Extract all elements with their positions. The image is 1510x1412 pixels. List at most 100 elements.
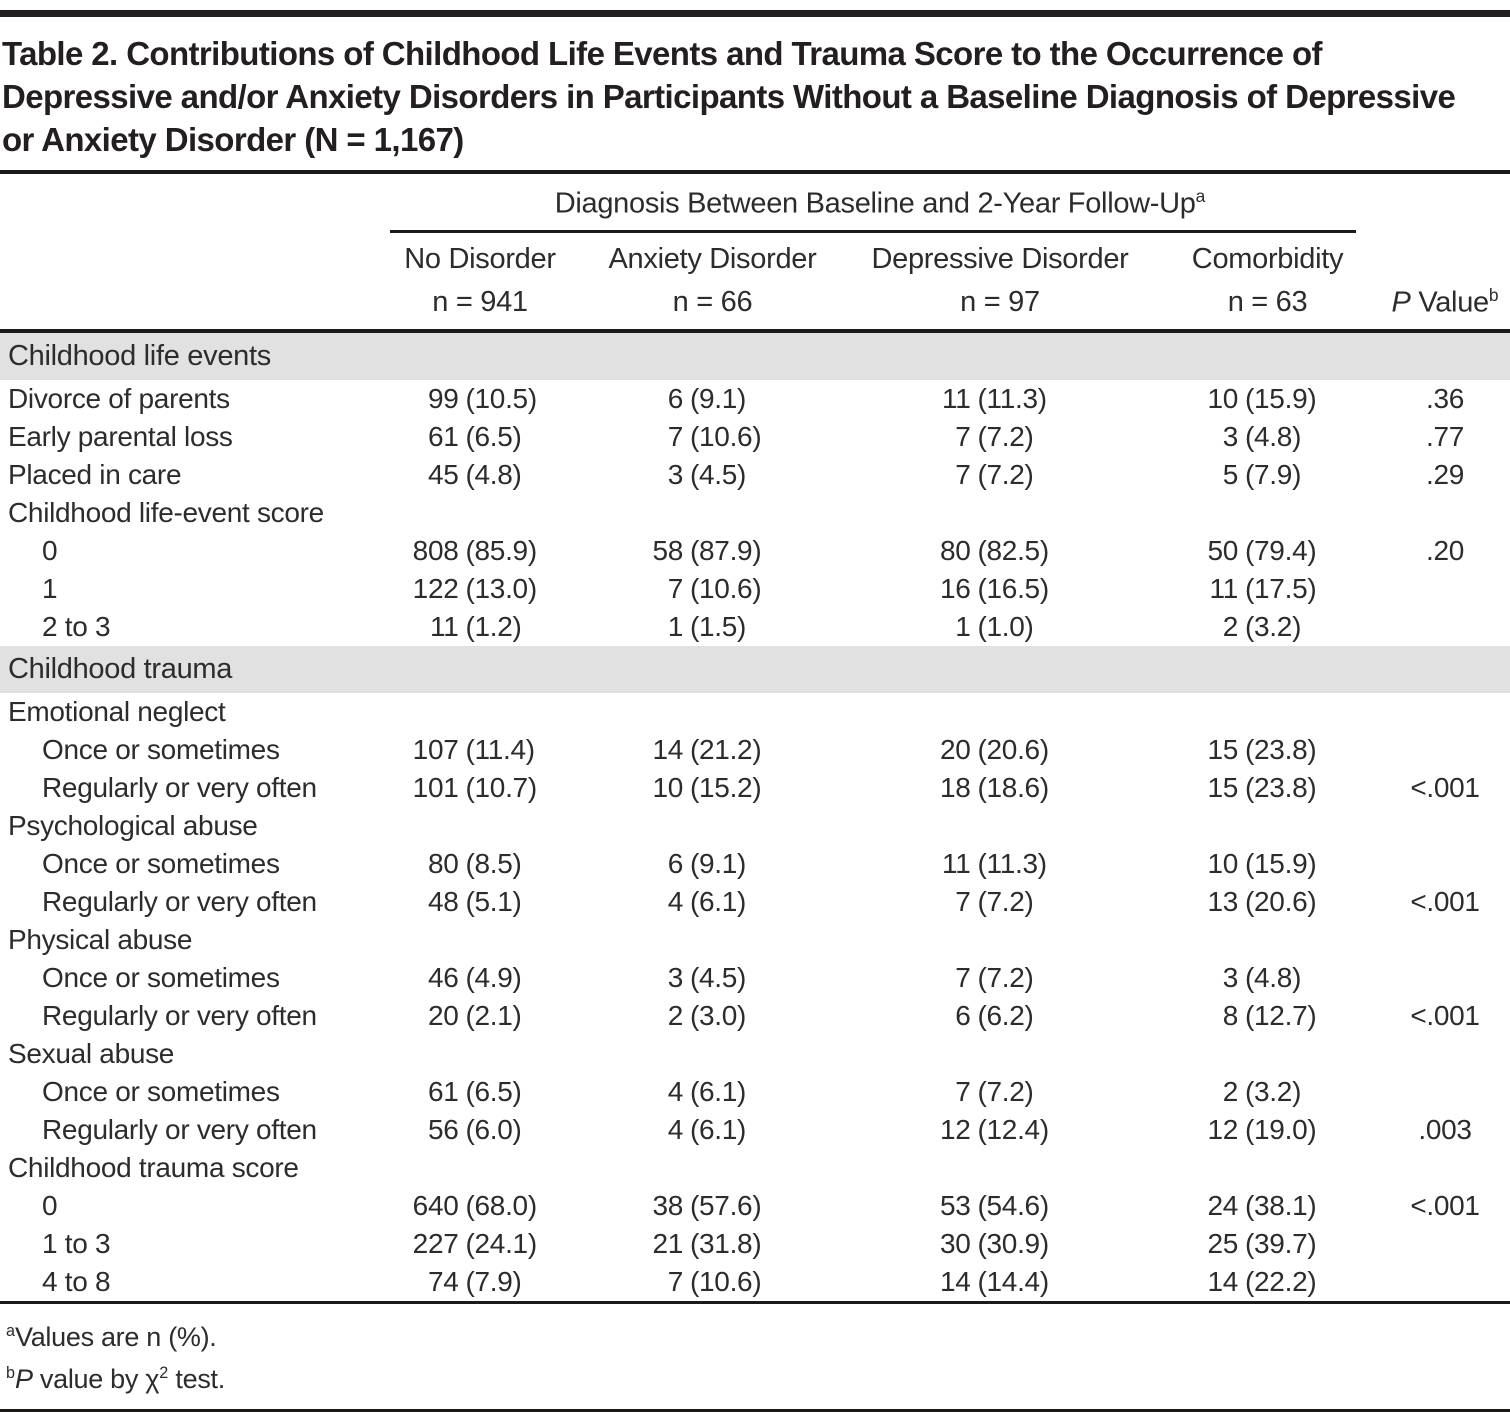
section-header: Childhood life events <box>0 331 1510 381</box>
value-cell: 7 (7.2) <box>845 883 1155 921</box>
count-value: 3 <box>667 459 684 491</box>
count-value: 2 <box>667 1000 684 1032</box>
table-row: 1 122 (13.0) 7 (10.6) 16 (16.5) 11 (17.5) <box>0 570 1510 608</box>
percent-value: (4.8) <box>465 459 522 491</box>
count-value: 14 <box>939 1266 971 1298</box>
footnote-text: P <box>15 1364 33 1395</box>
row-label: 0 <box>42 535 58 567</box>
percent-value: (6.2) <box>977 1000 1034 1032</box>
footnotes-block: aValues are n (%). bP value by χ2 test. <box>0 1301 1510 1409</box>
percent-value: (22.2) <box>1245 1266 1317 1298</box>
count-value: 7 <box>667 421 684 453</box>
row-label: Emotional neglect <box>8 696 226 728</box>
value-cell <box>580 921 845 959</box>
row-label: Early parental loss <box>8 421 233 453</box>
row-label: 1 to 3 <box>42 1228 111 1260</box>
row-label: 0 <box>42 1190 58 1222</box>
value-cell: 14 (21.2) <box>580 731 845 769</box>
percent-value: (4.9) <box>465 962 522 994</box>
percent-value: (68.0) <box>465 1190 538 1222</box>
percent-value: (4.8) <box>1245 421 1302 453</box>
row-label: 2 to 3 <box>42 611 111 643</box>
value-cell: 53 (54.6) <box>845 1187 1155 1225</box>
table-row: Once or sometimes 107 (11.4) 14 (21.2) 20 (20.… <box>0 731 1510 769</box>
column-header-depressive-disorder: Depressive Disorder <box>871 242 1129 275</box>
percent-value: (11.4) <box>465 734 536 766</box>
percent-value: (20.6) <box>977 734 1050 766</box>
percent-value: (14.4) <box>977 1266 1050 1298</box>
count-value: 7 <box>667 573 684 605</box>
value-cell <box>580 1035 845 1073</box>
value-cell: 25 (39.7) <box>1155 1225 1380 1263</box>
section-header-row: Childhood life events <box>0 331 1510 381</box>
value-cell <box>580 494 845 532</box>
count-value: 2 <box>1222 1076 1239 1108</box>
count-value: 38 <box>652 1190 683 1222</box>
value-cell <box>1155 1035 1380 1073</box>
table-row: Early parental loss 61 (6.5) 7 (10.6) 7 (7.2) 3… <box>0 418 1510 456</box>
count-value: 2 <box>1222 611 1239 643</box>
value-cell: 45 (4.8) <box>380 456 580 494</box>
column-header-comorbidity: Comorbidity <box>1191 242 1344 275</box>
value-cell: 21 (31.8) <box>580 1225 845 1263</box>
value-cell: 13 (20.6) <box>1155 883 1380 921</box>
footnote-marker: b <box>6 1364 16 1383</box>
value-cell: 7 (10.6) <box>580 570 845 608</box>
percent-value: (16.5) <box>977 573 1050 605</box>
percent-value: (15.9) <box>1245 383 1317 415</box>
p-value-cell <box>1380 1149 1510 1187</box>
value-cell <box>845 494 1155 532</box>
count-value: 16 <box>939 573 971 605</box>
count-value: 8 <box>1222 1000 1239 1032</box>
percent-value: (3.2) <box>1245 1076 1302 1108</box>
footnote-text: test. <box>168 1364 225 1395</box>
value-cell: 808 (85.9) <box>380 532 580 570</box>
value-cell <box>380 1035 580 1073</box>
count-value: 640 <box>412 1190 459 1222</box>
count-value: 20 <box>427 1000 459 1032</box>
percent-value: (19.0) <box>1245 1114 1317 1146</box>
value-cell: 1 (1.0) <box>845 608 1155 646</box>
table-row: Once or sometimes 61 (6.5) 4 (6.1) 7 (7.2) 2 (3.… <box>0 1073 1510 1111</box>
value-cell: 1 (1.5) <box>580 608 845 646</box>
spanner-label: Diagnosis Between Baseline and 2-Year Fo… <box>554 186 1206 220</box>
table-row: 4 to 8 74 (7.9) 7 (10.6) 14 (14.4) 14 (22.2) <box>0 1263 1510 1301</box>
percent-value: (12.4) <box>977 1114 1050 1146</box>
footnote-text: value by χ <box>32 1364 160 1395</box>
percent-value: (12.7) <box>1245 1000 1317 1032</box>
count-value: 4 <box>667 886 684 918</box>
value-cell: 12 (19.0) <box>1155 1111 1380 1149</box>
value-cell <box>380 1149 580 1187</box>
spanner-header: Diagnosis Between Baseline and 2-Year Fo… <box>380 174 1380 233</box>
column-n-comorbidity: n = 63 <box>1155 275 1381 334</box>
count-value: 21 <box>652 1228 683 1260</box>
count-value: 1 <box>955 611 971 643</box>
footnote-marker-a: a <box>1195 186 1206 206</box>
percent-value: (6.5) <box>465 1076 522 1108</box>
footnote: bP value by χ2 test. <box>6 1355 1510 1397</box>
table-row: Emotional neglect <box>0 693 1510 731</box>
value-cell <box>1155 693 1380 731</box>
row-label: Physical abuse <box>8 924 193 956</box>
percent-value: (7.2) <box>977 962 1034 994</box>
table-row: Regularly or very often 20 (2.1) 2 (3.0) 6 (6.… <box>0 997 1510 1035</box>
percent-value: (7.2) <box>977 421 1034 453</box>
percent-value: (87.9) <box>690 535 762 567</box>
p-value-cell <box>1380 731 1510 769</box>
section-header-row: Childhood trauma <box>0 646 1510 694</box>
value-cell: 48 (5.1) <box>380 883 580 921</box>
value-cell <box>380 693 580 731</box>
percent-value: (4.5) <box>690 962 747 994</box>
percent-value: (6.5) <box>465 421 522 453</box>
count-value: 80 <box>427 848 459 880</box>
count-value: 10 <box>1207 383 1239 415</box>
count-value: 3 <box>1222 962 1239 994</box>
count-value: 3 <box>667 962 684 994</box>
table-row: Psychological abuse <box>0 807 1510 845</box>
title-divider-rule <box>0 170 1510 174</box>
table-row: Sexual abuse <box>0 1035 1510 1073</box>
value-cell: 11 (17.5) <box>1155 570 1380 608</box>
count-value: 11 <box>942 383 971 415</box>
table-body: Childhood life events Divorce of parents 9… <box>0 331 1510 1301</box>
value-cell: 101 (10.7) <box>380 769 580 807</box>
